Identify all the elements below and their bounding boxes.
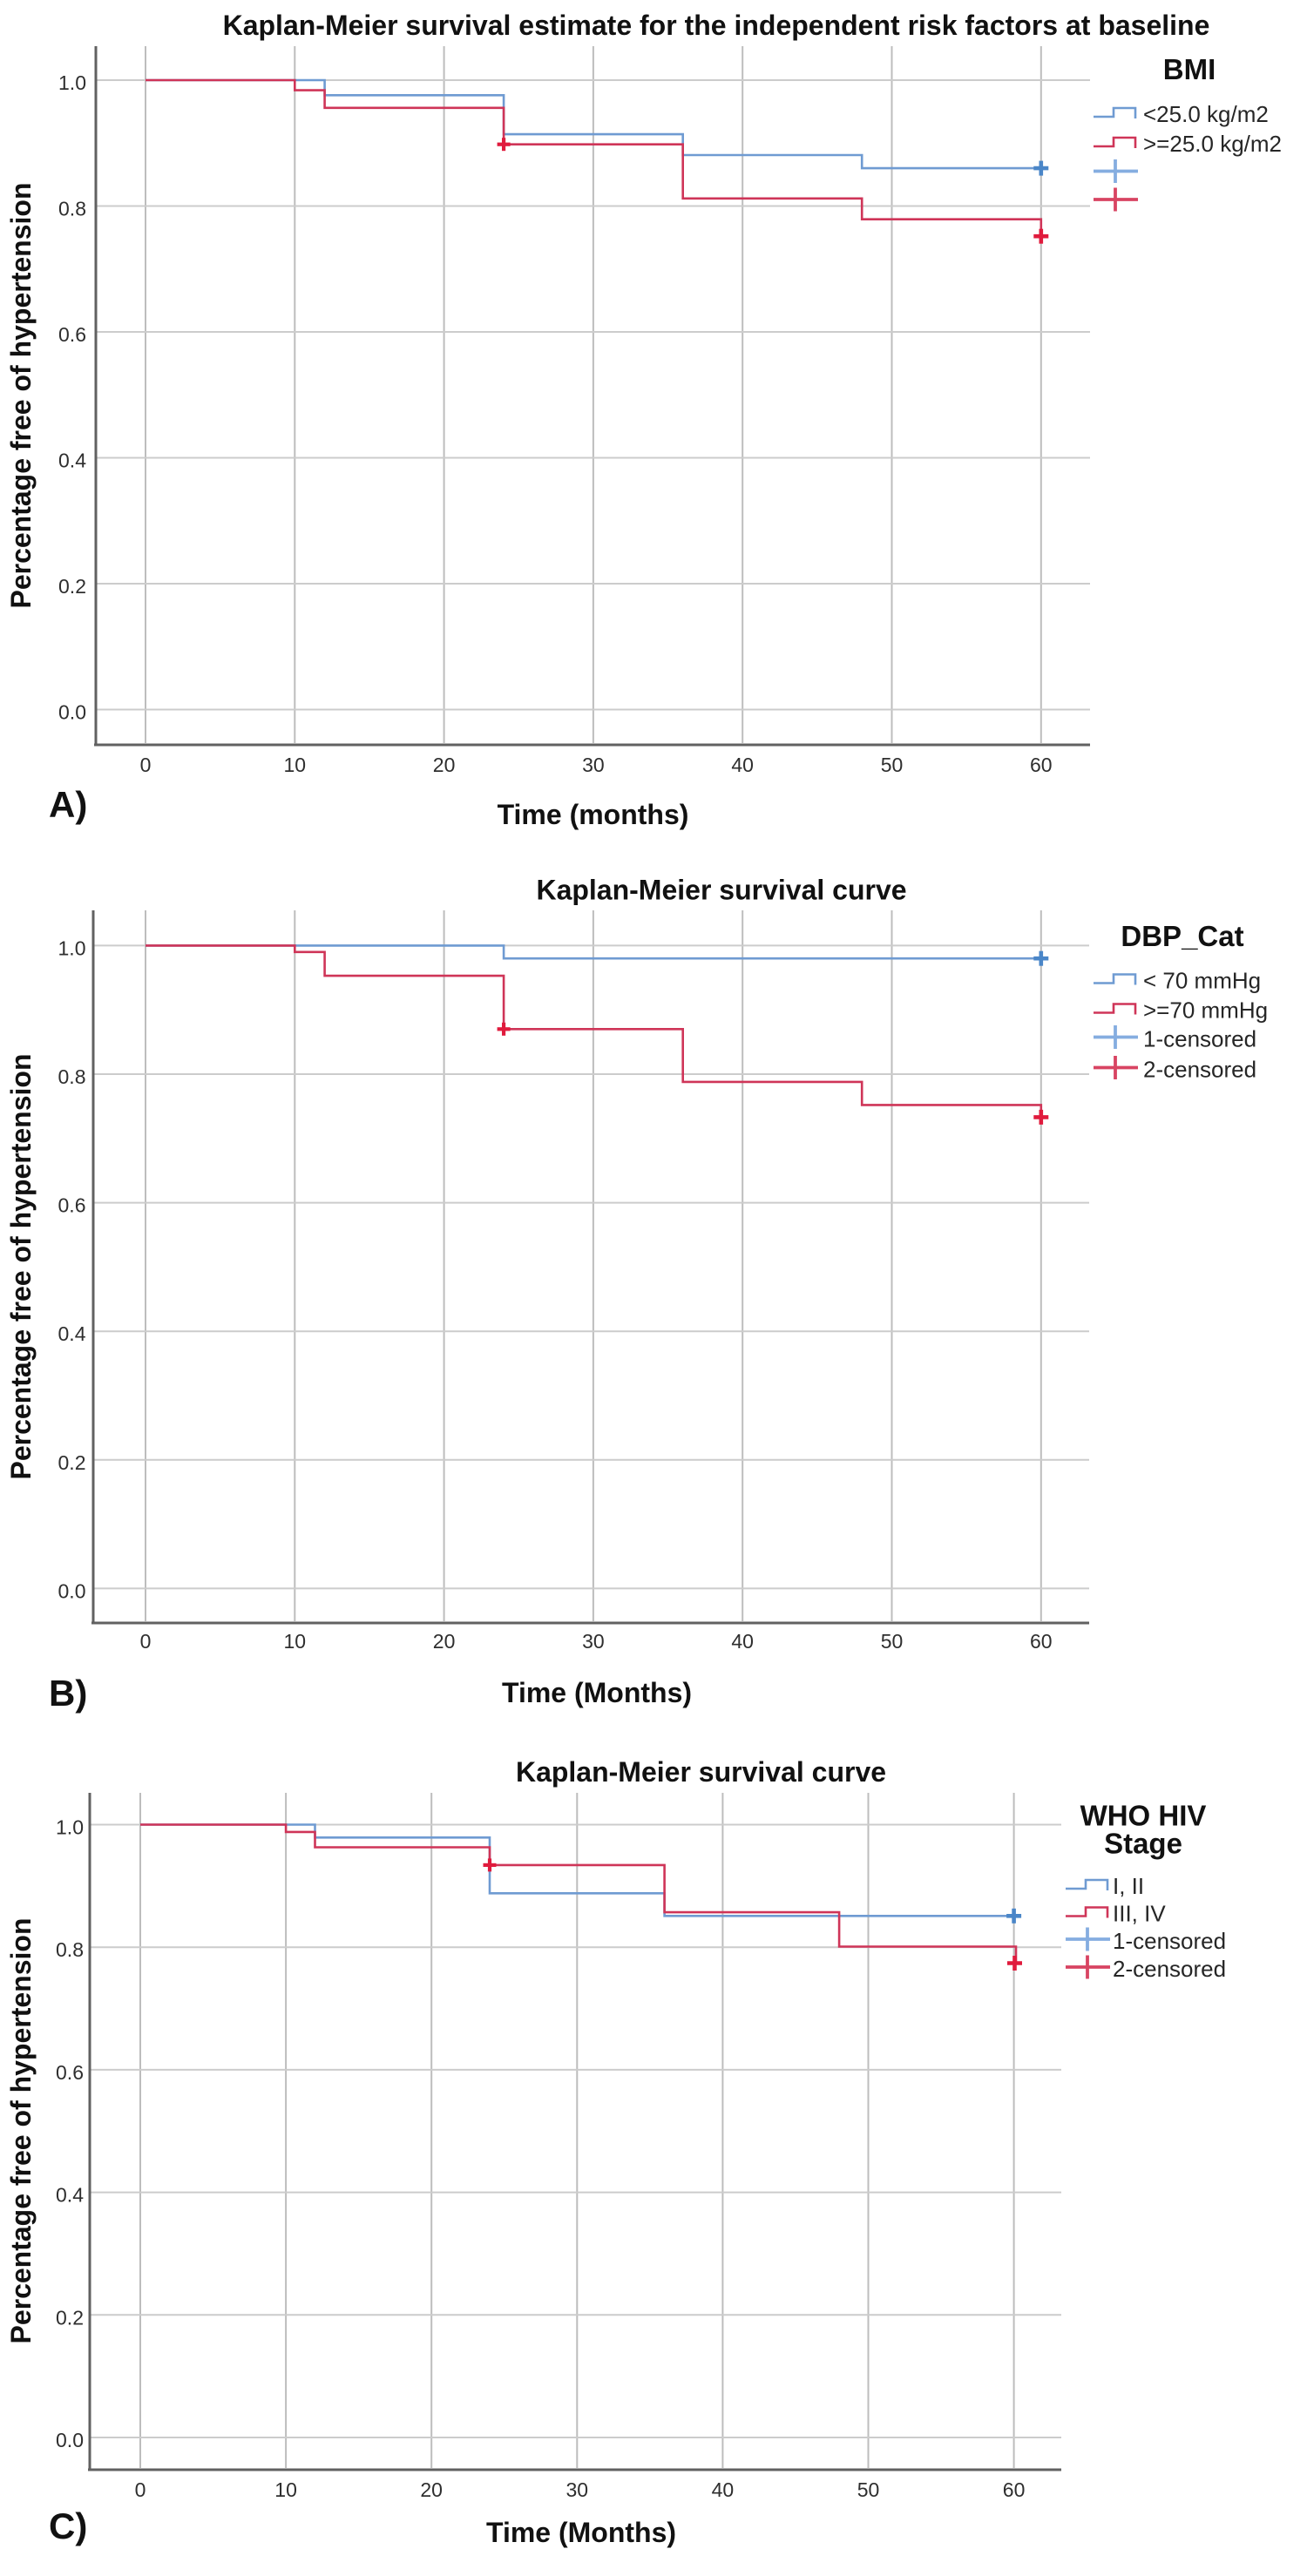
svg-text:>=70 mmHg: >=70 mmHg	[1143, 997, 1268, 1024]
svg-text:III, IV: III, IV	[1113, 1901, 1166, 1927]
svg-text:0.4: 0.4	[58, 450, 86, 472]
svg-text:50: 50	[881, 754, 904, 776]
svg-text:Percentage free of hypertensio: Percentage free of hypertension	[5, 1053, 37, 1479]
svg-text:0: 0	[135, 2478, 146, 2501]
svg-text:30: 30	[566, 2478, 589, 2501]
svg-text:1-censored: 1-censored	[1113, 1928, 1226, 1954]
svg-text:>=25.0 kg/m2: >=25.0 kg/m2	[1143, 131, 1282, 157]
svg-text:0: 0	[140, 1630, 152, 1653]
svg-text:0.4: 0.4	[58, 1322, 86, 1345]
svg-text:0.0: 0.0	[58, 1579, 86, 1602]
svg-text:Kaplan-Meier survival estimate: Kaplan-Meier survival estimate for the i…	[223, 10, 1210, 41]
svg-text:0: 0	[140, 754, 152, 776]
svg-text:Time (Months): Time (Months)	[502, 1677, 692, 1708]
svg-text:1.0: 1.0	[58, 936, 86, 959]
svg-text:20: 20	[433, 1630, 456, 1653]
svg-text:40: 40	[731, 754, 754, 776]
svg-text:60: 60	[1030, 1630, 1053, 1653]
svg-text:10: 10	[284, 1630, 307, 1653]
svg-text:DBP_Cat: DBP_Cat	[1121, 920, 1243, 952]
svg-text:Time (months): Time (months)	[498, 799, 689, 830]
svg-text:< 70 mmHg: < 70 mmHg	[1143, 968, 1261, 994]
svg-text:0.6: 0.6	[58, 323, 86, 346]
svg-text:0.6: 0.6	[56, 2061, 84, 2084]
svg-text:0.4: 0.4	[56, 2184, 84, 2207]
svg-text:Kaplan-Meier survival curve: Kaplan-Meier survival curve	[536, 875, 906, 906]
svg-text:BMI: BMI	[1163, 53, 1216, 85]
svg-text:0.2: 0.2	[56, 2306, 84, 2329]
svg-text:1-censored: 1-censored	[1143, 1026, 1256, 1052]
svg-text:0.2: 0.2	[58, 1451, 86, 1474]
svg-text:0.0: 0.0	[58, 701, 86, 724]
svg-text:50: 50	[881, 1630, 904, 1653]
svg-text:10: 10	[284, 754, 307, 776]
svg-text:1.0: 1.0	[56, 1816, 84, 1839]
svg-text:Stage: Stage	[1104, 1828, 1182, 1860]
svg-text:2-censored: 2-censored	[1143, 1057, 1256, 1083]
svg-text:0.2: 0.2	[58, 575, 86, 598]
svg-text:30: 30	[582, 754, 605, 776]
svg-text:Time (Months): Time (Months)	[486, 2517, 676, 2548]
svg-text:C): C)	[49, 2505, 87, 2546]
svg-text:40: 40	[731, 1630, 754, 1653]
svg-text:50: 50	[857, 2478, 880, 2501]
svg-text:2-censored: 2-censored	[1113, 1956, 1226, 1982]
svg-text:A): A)	[49, 784, 87, 825]
svg-text:0.0: 0.0	[56, 2429, 84, 2451]
svg-text:1.0: 1.0	[58, 71, 86, 94]
svg-text:40: 40	[712, 2478, 735, 2501]
svg-text:0.8: 0.8	[58, 198, 86, 220]
svg-text:60: 60	[1030, 754, 1053, 776]
svg-text:0.8: 0.8	[58, 1065, 86, 1088]
svg-text:60: 60	[1003, 2478, 1026, 2501]
svg-text:B): B)	[49, 1673, 87, 1714]
svg-text:0.6: 0.6	[58, 1194, 86, 1217]
svg-text:30: 30	[582, 1630, 605, 1653]
svg-text:Kaplan-Meier survival curve: Kaplan-Meier survival curve	[516, 1756, 886, 1788]
svg-text:20: 20	[420, 2478, 443, 2501]
svg-text:<25.0 kg/m2: <25.0 kg/m2	[1143, 101, 1269, 127]
svg-text:10: 10	[274, 2478, 297, 2501]
svg-text:WHO HIV: WHO HIV	[1080, 1800, 1207, 1832]
svg-text:20: 20	[433, 754, 456, 776]
svg-text:Percentage free of hypertensio: Percentage free of hypertension	[5, 182, 37, 608]
svg-text:0.8: 0.8	[56, 1938, 84, 1961]
svg-text:Percentage free of hypertensio: Percentage free of hypertension	[5, 1917, 37, 2343]
svg-text:I, II: I, II	[1113, 1873, 1144, 1899]
